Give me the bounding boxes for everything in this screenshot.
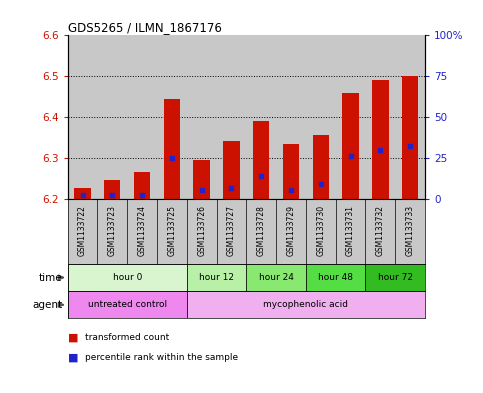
Bar — [223, 141, 240, 198]
Bar — [194, 160, 210, 198]
Bar — [74, 188, 91, 198]
Bar — [395, 35, 425, 198]
Bar — [104, 180, 120, 198]
Bar — [253, 121, 270, 198]
Bar — [164, 99, 180, 198]
Text: GSM1133727: GSM1133727 — [227, 205, 236, 256]
Bar — [187, 291, 425, 318]
Text: untreated control: untreated control — [87, 300, 167, 309]
Bar — [276, 35, 306, 198]
Text: ■: ■ — [68, 353, 78, 363]
Bar — [68, 264, 187, 291]
Text: hour 0: hour 0 — [113, 273, 142, 282]
Bar — [313, 135, 329, 198]
Bar — [306, 264, 366, 291]
Bar — [246, 35, 276, 198]
Bar — [366, 35, 395, 198]
Text: transformed count: transformed count — [85, 334, 169, 342]
Text: hour 48: hour 48 — [318, 273, 353, 282]
Text: mycophenolic acid: mycophenolic acid — [263, 300, 348, 309]
Text: GSM1133725: GSM1133725 — [168, 205, 176, 256]
Bar — [216, 35, 246, 198]
Text: GSM1133731: GSM1133731 — [346, 205, 355, 256]
Bar — [68, 35, 98, 198]
Bar — [372, 80, 388, 198]
Bar — [68, 291, 187, 318]
Text: GSM1133733: GSM1133733 — [406, 205, 414, 256]
Bar — [366, 264, 425, 291]
Text: ■: ■ — [68, 333, 78, 343]
Text: agent: agent — [33, 300, 63, 310]
Text: GSM1133724: GSM1133724 — [138, 205, 146, 256]
Text: GSM1133728: GSM1133728 — [257, 205, 266, 256]
Text: GSM1133722: GSM1133722 — [78, 205, 87, 256]
Text: GSM1133729: GSM1133729 — [286, 205, 296, 256]
Bar — [127, 35, 157, 198]
Text: GSM1133726: GSM1133726 — [197, 205, 206, 256]
Bar — [134, 172, 150, 198]
Bar — [246, 264, 306, 291]
Text: hour 24: hour 24 — [259, 273, 294, 282]
Bar — [283, 143, 299, 198]
Bar — [187, 35, 216, 198]
Text: hour 72: hour 72 — [378, 273, 413, 282]
Bar — [157, 35, 187, 198]
Text: hour 12: hour 12 — [199, 273, 234, 282]
Bar — [336, 35, 366, 198]
Text: GSM1133723: GSM1133723 — [108, 205, 117, 256]
Bar — [306, 35, 336, 198]
Bar — [187, 264, 246, 291]
Text: GSM1133732: GSM1133732 — [376, 205, 385, 256]
Text: percentile rank within the sample: percentile rank within the sample — [85, 353, 238, 362]
Text: GSM1133730: GSM1133730 — [316, 205, 325, 256]
Text: time: time — [39, 272, 63, 283]
Bar — [342, 92, 359, 198]
Bar — [98, 35, 127, 198]
Bar — [402, 76, 418, 198]
Text: GDS5265 / ILMN_1867176: GDS5265 / ILMN_1867176 — [68, 21, 222, 34]
